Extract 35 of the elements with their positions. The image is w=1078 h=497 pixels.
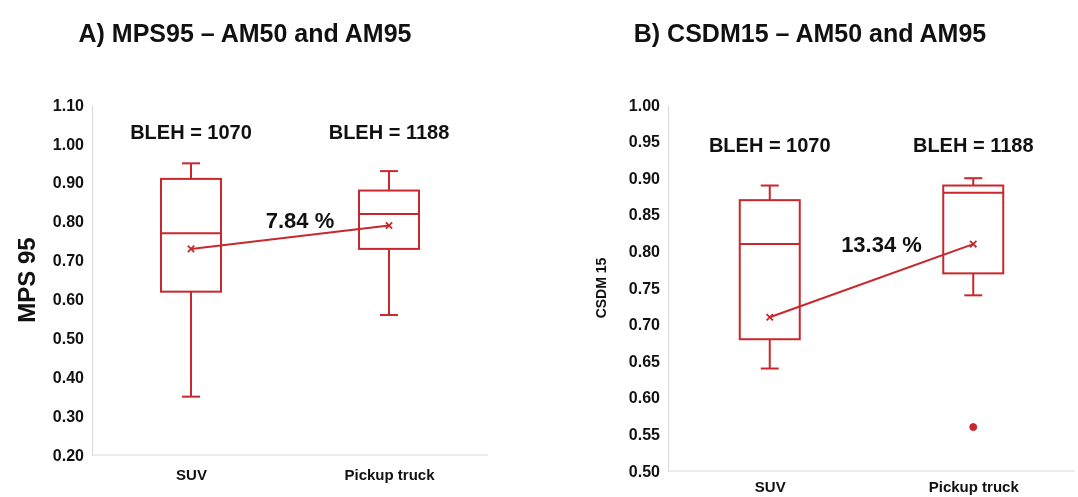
x-tick-label: Pickup truck: [928, 477, 1020, 495]
annotation: BLEH = 1188: [328, 121, 450, 143]
y-tick-label: 0.30: [52, 407, 85, 425]
annotation: BLEH = 1070: [708, 134, 831, 156]
y-tick-label: 0.70: [628, 316, 661, 334]
y-tick-label: 0.50: [52, 329, 85, 347]
y-tick-label: 0.60: [628, 389, 661, 407]
y-tick-label: 1.00: [52, 135, 85, 153]
chart-title: B) CSDM15 – AM50 and AM95: [633, 19, 987, 47]
y-tick-label: 0.65: [628, 352, 661, 370]
annotation: 13.34 %: [841, 232, 922, 257]
y-tick-label: 0.95: [628, 133, 661, 151]
annotation: BLEH = 1188: [912, 134, 1034, 156]
y-tick-label: 1.10: [52, 96, 85, 114]
y-tick-label: 0.20: [52, 446, 85, 464]
y-tick-label: 0.50: [628, 462, 661, 480]
y-tick-label: 0.85: [628, 206, 661, 224]
annotation: 7.84 %: [265, 208, 335, 233]
y-axis-title: CSDM 15: [593, 257, 609, 319]
y-tick-label: 0.80: [52, 213, 85, 231]
y-tick-label: 1.00: [628, 96, 661, 114]
annotation: BLEH = 1070: [130, 121, 252, 143]
chart-title: A) MPS95 – AM50 and AM95: [78, 19, 412, 47]
x-tick-label: Pickup truck: [344, 465, 436, 483]
y-tick-label: 0.40: [52, 368, 85, 386]
y-tick-label: 0.90: [52, 174, 85, 192]
y-tick-label: 0.80: [628, 243, 661, 261]
y-axis-title: MPS 95: [13, 237, 40, 323]
x-tick-label: SUV: [176, 465, 207, 483]
y-tick-label: 0.70: [52, 252, 85, 270]
y-tick-label: 0.55: [628, 426, 661, 444]
y-tick-label: 0.60: [52, 291, 85, 309]
x-tick-label: SUV: [754, 477, 786, 495]
y-tick-label: 0.90: [628, 169, 661, 187]
y-tick-label: 0.75: [628, 279, 661, 297]
